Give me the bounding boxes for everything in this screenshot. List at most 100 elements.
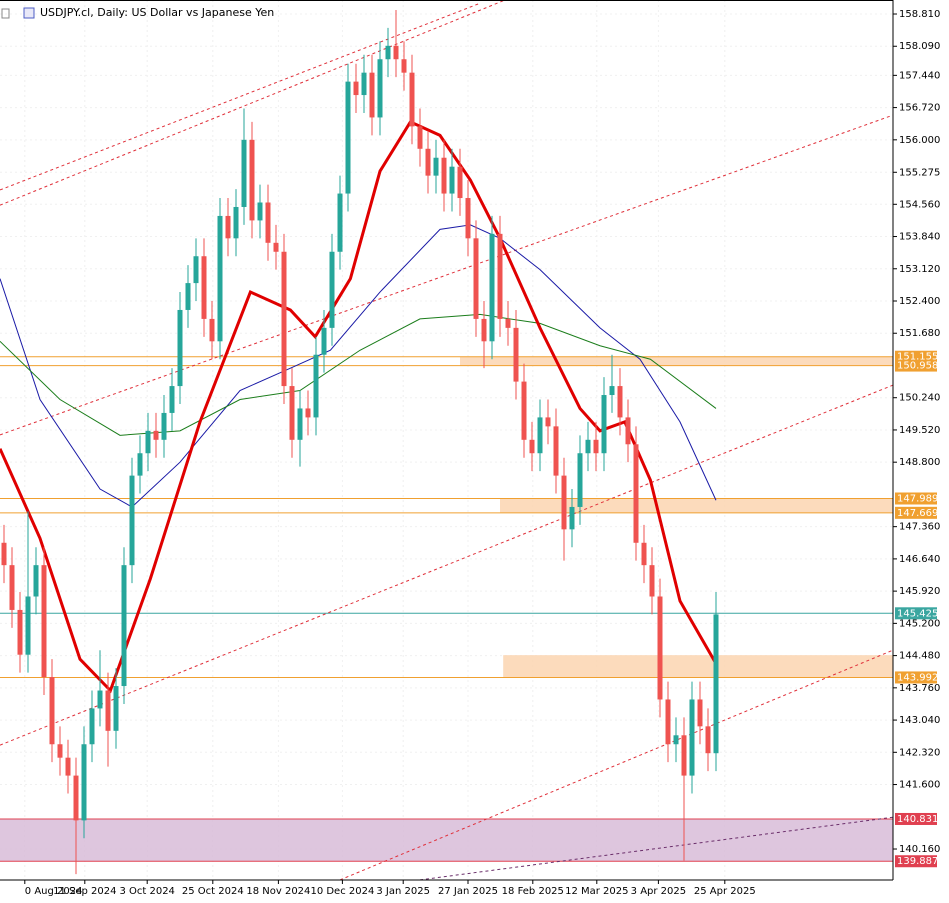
y-tick-label: 158.090 [899, 41, 940, 52]
x-tick-label: 3 Oct 2024 [119, 886, 174, 897]
x-tick-label: 3 Apr 2025 [631, 886, 686, 897]
candle-body [537, 417, 543, 454]
price-label: 147.669 [897, 508, 938, 519]
candle-body [633, 444, 639, 543]
x-tick-label: 0 Aug 2024 [25, 886, 83, 897]
candle-body [689, 699, 695, 776]
candle-body [473, 238, 479, 319]
y-tick-label: 145.200 [899, 618, 940, 629]
candle-body [561, 475, 567, 530]
candle-body [449, 166, 455, 194]
price-label: 143.992 [897, 672, 938, 683]
candle-body [73, 775, 79, 821]
y-tick-label: 155.275 [899, 167, 940, 178]
trend-line [0, 2, 481, 191]
candle-body [401, 59, 407, 73]
candle-body [153, 430, 159, 440]
price-label-bg [895, 359, 937, 372]
candle-body [345, 81, 351, 194]
price-label: 150.958 [897, 361, 938, 372]
candle-body [1, 542, 7, 566]
candle-body [641, 542, 647, 566]
price-label-bg [895, 855, 937, 868]
y-tick-label: 144.480 [899, 651, 940, 662]
candle-body [321, 327, 327, 355]
y-tick-label: 146.640 [899, 554, 940, 565]
x-tick-label: 18 Nov 2024 [246, 886, 310, 897]
candle-body [273, 242, 279, 252]
x-tick-label: 25 Oct 2024 [182, 886, 244, 897]
zone [0, 818, 893, 862]
indicator-line [0, 120, 718, 694]
candle-body [409, 72, 415, 127]
candle-body [497, 233, 503, 319]
x-tick-label: 25 Apr 2025 [694, 886, 756, 897]
price-label-bg [895, 671, 937, 684]
trend-line [419, 816, 893, 880]
y-tick-label: 147.360 [899, 522, 940, 533]
candle-body [49, 677, 55, 745]
candle-body [681, 735, 687, 776]
icon [23, 7, 35, 19]
candle-body [385, 45, 391, 60]
candle-body [129, 475, 135, 566]
y-tick-label: 143.760 [899, 683, 940, 694]
candle-body [481, 318, 487, 342]
candle-body [465, 198, 471, 239]
candle-body [361, 72, 367, 96]
y-tick-label: 149.520 [899, 425, 940, 436]
candle-body [545, 417, 551, 427]
candle-body [81, 744, 87, 821]
y-tick-label: 152.400 [899, 296, 940, 307]
candle-body [377, 59, 383, 118]
candle-body [97, 690, 103, 709]
candle-body [105, 690, 111, 731]
title-icons [1, 7, 35, 19]
zone [500, 498, 893, 513]
candle-body [593, 439, 599, 454]
candle-body [657, 596, 663, 700]
candle-body [705, 726, 711, 754]
y-tick-label: 153.840 [899, 232, 940, 243]
indicator-line [0, 224, 717, 508]
candle-body [569, 506, 575, 530]
candle-body [33, 565, 39, 597]
candle-body [113, 686, 119, 731]
indicator-line [0, 313, 717, 436]
candle-body [201, 256, 207, 319]
candle-body [697, 699, 703, 727]
candle-body [217, 215, 223, 342]
candle-body [329, 251, 335, 328]
candle-body [553, 426, 559, 476]
candle-body [353, 81, 359, 96]
candle-body [57, 744, 63, 758]
candle-body [145, 430, 151, 454]
candle-body [601, 395, 607, 454]
zone [503, 655, 893, 678]
candle-body [513, 327, 519, 382]
y-tick-label: 141.600 [899, 780, 940, 791]
candle-body [265, 202, 271, 243]
price-label-bg [895, 607, 937, 620]
price-label: 147.989 [897, 493, 938, 504]
chart-title: USDJPY.cl, Daily: US Dollar vs Japanese … [40, 6, 274, 19]
x-tick-label: 10 Dec 2024 [310, 886, 374, 897]
trend-line [0, 384, 893, 746]
candle-body [713, 614, 719, 754]
candle-body [241, 139, 247, 207]
icon [1, 8, 10, 19]
candle-body [457, 166, 463, 199]
price-label: 139.887 [897, 856, 938, 867]
y-tick-label: 154.560 [899, 199, 940, 210]
y-tick-label: 156.720 [899, 103, 940, 114]
candle-body [297, 408, 303, 440]
price-label-bg [895, 812, 937, 825]
candle-body [369, 72, 375, 118]
y-tick-label: 156.000 [899, 135, 940, 146]
price-label: 145.425 [897, 608, 938, 619]
plot-area [0, 0, 893, 880]
candle-body [529, 439, 535, 454]
candle-body [137, 453, 143, 476]
